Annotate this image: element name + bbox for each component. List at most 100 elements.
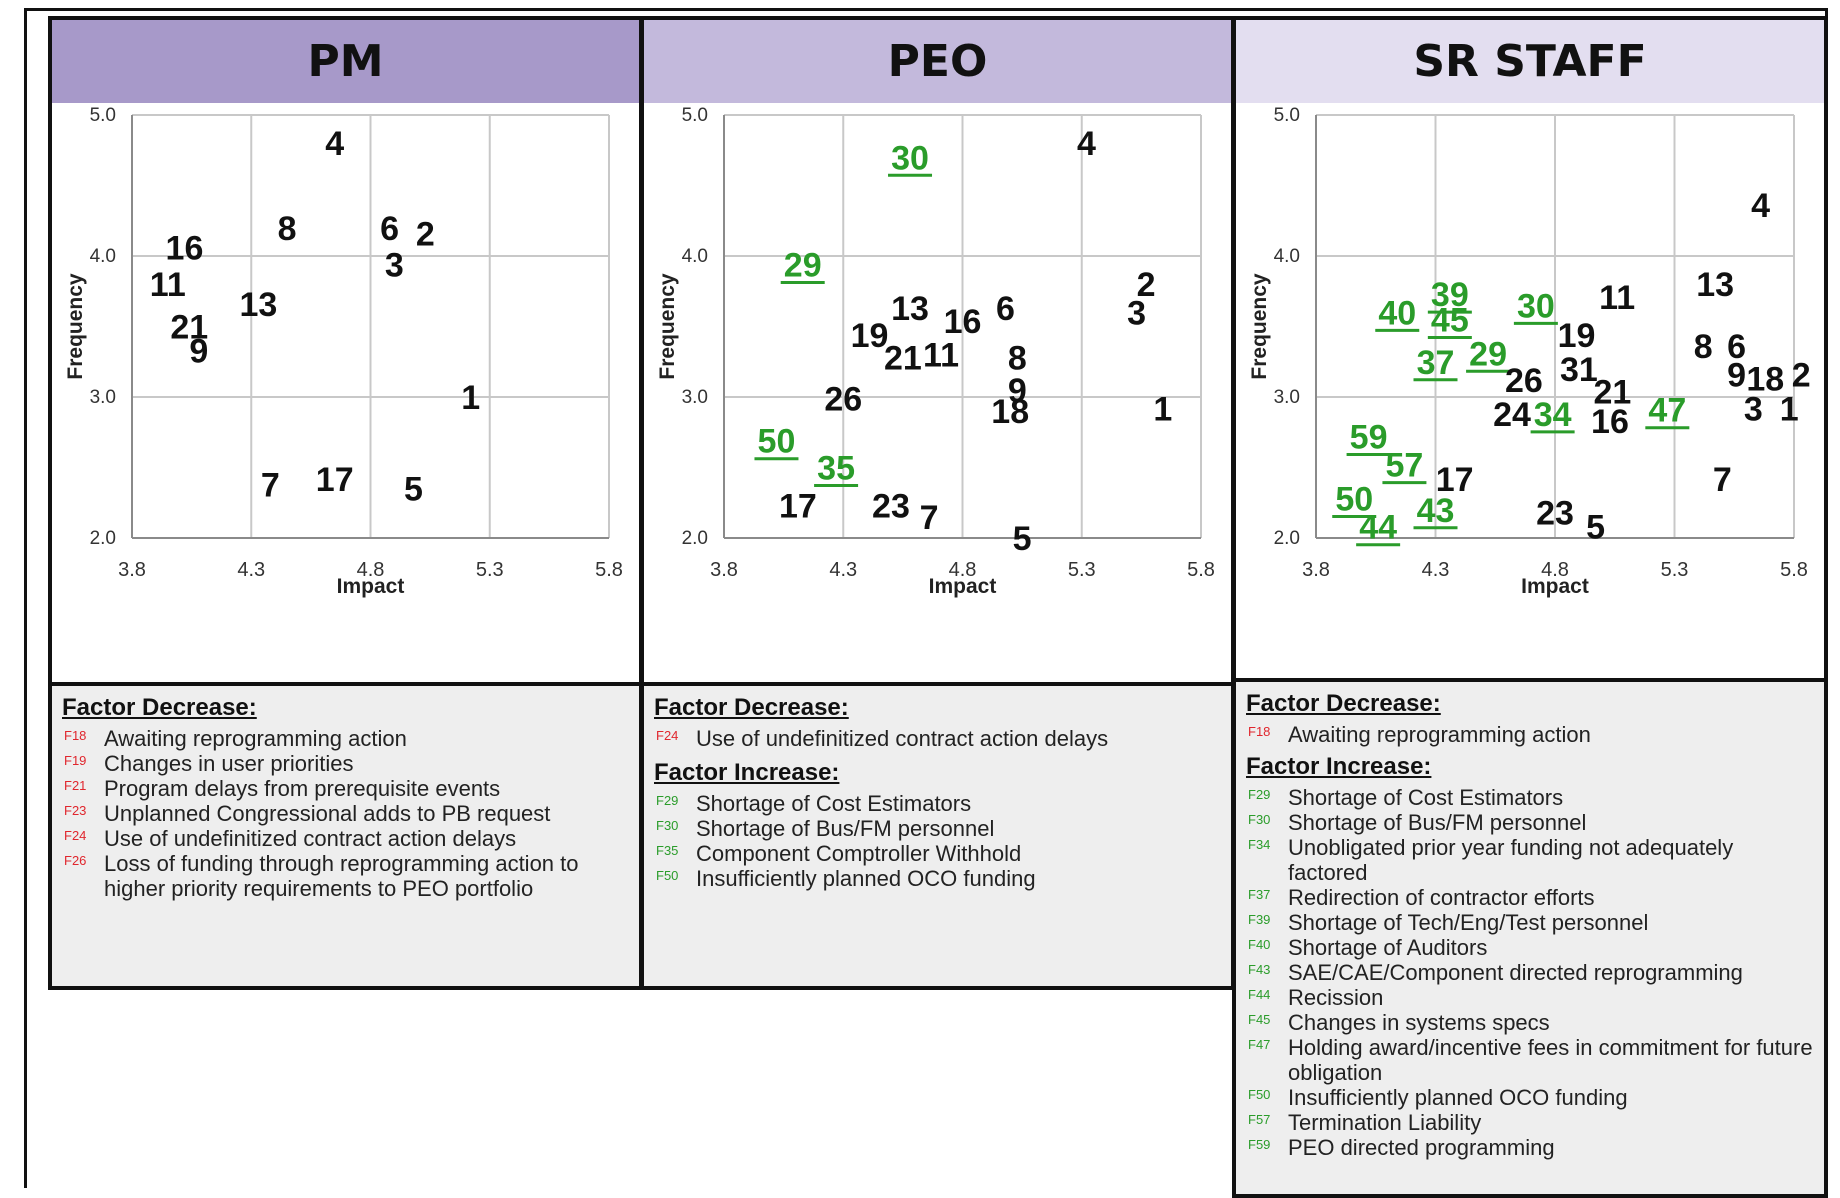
point-label-2: 2 bbox=[1137, 266, 1156, 304]
point-label-50: 50 bbox=[758, 423, 796, 461]
point-label-18: 18 bbox=[991, 393, 1029, 431]
factor-description: PEO directed programming bbox=[1288, 1135, 1555, 1160]
sr-staff-scatter-plot: 5.0 4.0 3.0 2.03.8 4.3 4.8 5.3 5.8 Impact Frequen… bbox=[1248, 105, 1811, 598]
x-tick-label: 5.3 bbox=[1068, 559, 1096, 581]
point-label-16: 16 bbox=[1591, 403, 1629, 441]
point-label-3: 3 bbox=[385, 246, 404, 284]
legend-item: F26 Loss of funding through reprogramming… bbox=[64, 851, 629, 901]
sr-staff-factor-legend: Factor Decrease: F18 Awaiting reprogrammi… bbox=[1232, 678, 1828, 1198]
factor-description: Shortage of Cost Estimators bbox=[696, 791, 972, 816]
legend-item: F50 Insufficiently planned OCO funding bbox=[1248, 1085, 1814, 1110]
pm-chart-panel: PM 5.0 4.0 3.0 2.0 3.8 4.3 4.8 5.3 5.8 Impact Freq… bbox=[48, 16, 643, 686]
legend-item: F21 Program delays from prerequisite even… bbox=[64, 776, 629, 801]
point-label-6: 6 bbox=[996, 290, 1015, 328]
factor-description: Shortage of Cost Estimators bbox=[1288, 785, 1564, 810]
pm-decrease-heading: Factor Decrease: bbox=[62, 694, 257, 721]
factor-description: Redirection of contractor efforts bbox=[1288, 885, 1595, 910]
point-label-21: 21 bbox=[170, 309, 208, 347]
x-tick-label: 5.8 bbox=[595, 559, 623, 581]
legend-item: F24 Use of undefinitized contract action … bbox=[656, 726, 1221, 751]
point-label-17: 17 bbox=[316, 461, 354, 499]
point-label-11: 11 bbox=[1599, 279, 1635, 317]
factor-description: Shortage of Bus/FM personnel bbox=[696, 816, 995, 841]
factor-id: F18 bbox=[1248, 724, 1271, 739]
point-label-30: 30 bbox=[1517, 287, 1555, 325]
legend-item: F35 Component Comptroller Withhold bbox=[656, 841, 1221, 866]
x-axis-title: Impact bbox=[337, 575, 405, 598]
point-label-43: 43 bbox=[1417, 492, 1455, 530]
peo-increase-heading: Factor Increase: bbox=[654, 759, 840, 786]
point-label-6: 6 bbox=[380, 210, 399, 248]
factor-id: F59 bbox=[1248, 1137, 1271, 1152]
y-tick-label: 5.0 bbox=[90, 105, 116, 126]
point-label-4: 4 bbox=[1751, 187, 1770, 225]
point-label-9: 9 bbox=[189, 332, 208, 370]
point-label-2: 2 bbox=[1792, 356, 1811, 394]
factor-id: F43 bbox=[1248, 962, 1271, 977]
peo-decrease-heading: Factor Decrease: bbox=[654, 694, 849, 721]
factor-description: Awaiting reprogramming action bbox=[104, 726, 407, 751]
point-label-29: 29 bbox=[1469, 335, 1507, 373]
factor-id: F37 bbox=[1248, 887, 1271, 902]
point-label-13: 13 bbox=[239, 286, 277, 324]
point-label-17: 17 bbox=[779, 488, 817, 526]
factor-description: Recission bbox=[1288, 985, 1384, 1010]
sr-staff-decrease-list: F18 Awaiting reprogramming action bbox=[1246, 722, 1814, 747]
point-label-59: 59 bbox=[1350, 418, 1388, 456]
x-tick-label: 3.8 bbox=[1302, 559, 1330, 581]
legend-item: F45 Changes in systems specs bbox=[1248, 1010, 1814, 1035]
point-label-45: 45 bbox=[1431, 301, 1469, 339]
legend-item: F39 Shortage of Tech/Eng/Test personnel bbox=[1248, 910, 1814, 935]
factor-id: F24 bbox=[64, 828, 87, 843]
pm-decrease-list: F18 Awaiting reprogramming action F19 Chang… bbox=[62, 726, 629, 901]
x-axis-title: Impact bbox=[1521, 575, 1589, 598]
x-tick-label: 4.3 bbox=[237, 559, 265, 581]
point-label-11: 11 bbox=[150, 266, 186, 304]
point-label-37: 37 bbox=[1417, 344, 1455, 382]
factor-description: Loss of funding through reprogramming ac… bbox=[104, 851, 579, 901]
legend-item: F18 Awaiting reprogramming action bbox=[1248, 722, 1814, 747]
point-label-8: 8 bbox=[1694, 328, 1713, 366]
point-label-1: 1 bbox=[1153, 390, 1172, 428]
legend-item: F23 Unplanned Congressional adds to PB re… bbox=[64, 801, 629, 826]
point-label-6: 6 bbox=[1727, 328, 1746, 366]
factor-id: F57 bbox=[1248, 1112, 1271, 1127]
factor-id: F50 bbox=[1248, 1087, 1271, 1102]
x-tick-label: 4.3 bbox=[829, 559, 857, 581]
y-tick-label: 2.0 bbox=[1274, 528, 1300, 549]
legend-item: F37 Redirection of contractor efforts bbox=[1248, 885, 1814, 910]
point-label-7: 7 bbox=[920, 499, 939, 537]
point-label-7: 7 bbox=[261, 466, 280, 504]
legend-item: F43 SAE/CAE/Component directed reprogramm… bbox=[1248, 960, 1814, 985]
factor-description: Insufficiently planned OCO funding bbox=[1288, 1085, 1628, 1110]
point-label-21: 21 bbox=[884, 340, 922, 378]
point-label-26: 26 bbox=[824, 380, 862, 418]
factor-id: F21 bbox=[64, 778, 87, 793]
point-label-19: 19 bbox=[851, 317, 889, 355]
factor-id: F44 bbox=[1248, 987, 1271, 1002]
factor-id: F18 bbox=[64, 728, 87, 743]
sr-staff-increase-list: F29 Shortage of Cost Estimators F30 Shortag… bbox=[1246, 785, 1814, 1160]
factor-description: Use of undefinitized contract action del… bbox=[696, 726, 1109, 751]
point-label-1: 1 bbox=[1780, 390, 1799, 428]
point-label-50: 50 bbox=[1335, 481, 1373, 519]
factor-description: Use of undefinitized contract action del… bbox=[104, 826, 517, 851]
point-label-23: 23 bbox=[872, 488, 910, 526]
factor-id: F29 bbox=[1248, 787, 1271, 802]
point-label-17: 17 bbox=[1436, 461, 1474, 499]
pm-scatter-plot: 5.0 4.0 3.0 2.03.8 4.3 4.8 5.3 5.8 Impact Frequen… bbox=[64, 105, 623, 598]
point-label-21: 21 bbox=[1593, 373, 1631, 411]
factor-description: Holding award/incentive fees in commitme… bbox=[1288, 1035, 1813, 1085]
factor-description: Component Comptroller Withhold bbox=[696, 841, 1022, 866]
point-label-3: 3 bbox=[1744, 390, 1763, 428]
point-label-5: 5 bbox=[1586, 509, 1605, 547]
legend-item: F59 PEO directed programming bbox=[1248, 1135, 1814, 1160]
factor-description: Program delays from prerequisite events bbox=[104, 776, 501, 801]
x-tick-label: 5.3 bbox=[476, 559, 504, 581]
point-label-13: 13 bbox=[1696, 266, 1734, 304]
y-axis-title: Frequency bbox=[656, 273, 679, 380]
point-label-31: 31 bbox=[1560, 351, 1598, 389]
point-label-4: 4 bbox=[1077, 125, 1096, 163]
point-label-40: 40 bbox=[1378, 294, 1416, 332]
peo-chart-panel: PEO 5.0 4.0 3.0 2.0 3.8 4.3 4.8 5.3 5.8 Impact Fre… bbox=[640, 16, 1235, 686]
